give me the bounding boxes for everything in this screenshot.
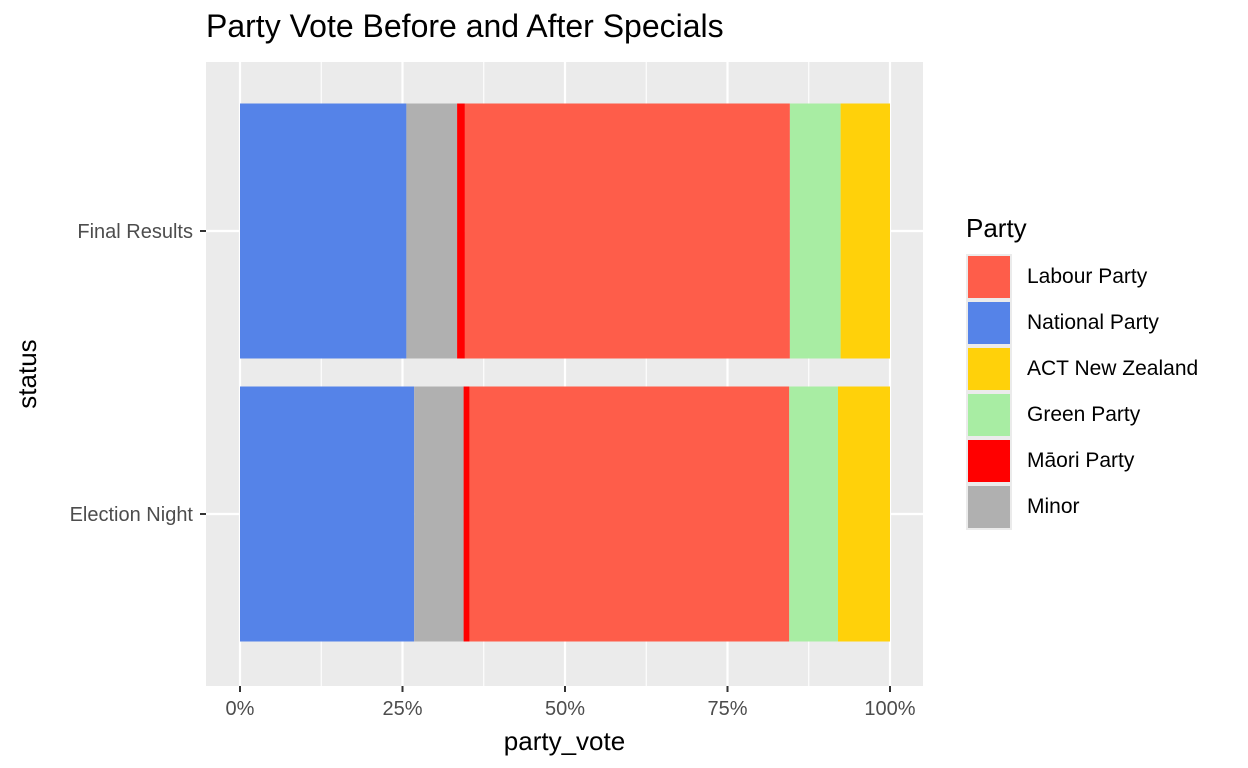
x-tick-label: 25% [382,698,422,720]
legend-key [966,438,1012,484]
legend-items: Labour Party National Party ACT New Zealan… [966,254,1198,530]
legend-item-labour-party: Labour Party [966,254,1147,300]
axes-layer: 0% 25% 50% 75% 100% Final Results Election Nig… [70,221,916,720]
legend-item-national-party: National Party [966,300,1159,346]
legend-label: Māori Party [1027,449,1135,472]
bars-layer [240,103,890,642]
legend-label: Green Party [1027,403,1141,426]
legend-label: Labour Party [1027,265,1148,288]
bar-m-ori-party-election-night [463,386,470,642]
bar-labour-party-final-results [464,103,790,359]
legend-key [966,392,1012,438]
x-tick-label: 50% [545,698,585,720]
legend-label: Minor [1027,495,1080,518]
legend-key [966,300,1012,346]
bar-act-new-zealand-final-results [840,103,890,359]
bar-minor-election-night [414,386,464,642]
bar-green-party-final-results [789,103,841,359]
legend-item-green-party: Green Party [966,392,1140,438]
legend-swatch [968,256,1010,298]
bar-act-new-zealand-election-night [838,386,890,642]
chart-title: Party Vote Before and After Specials [206,8,724,44]
legend-swatch [968,440,1010,482]
legend-item-m-ori-party: Māori Party [966,438,1134,484]
legend-label: ACT New Zealand [1027,357,1199,380]
legend-swatch [968,302,1010,344]
x-tick-label: 0% [226,698,255,720]
bar-minor-final-results [406,103,458,359]
legend-swatch [968,486,1010,528]
legend-label: National Party [1027,311,1159,334]
legend-key [966,254,1012,300]
legend: Party Labour Party National Party ACT New … [966,212,1198,530]
bar-national-party-final-results [240,103,407,359]
legend-title: Party [966,213,1027,243]
bar-national-party-election-night [240,386,415,642]
legend-key [966,346,1012,392]
bar-labour-party-election-night [469,386,790,642]
legend-swatch [968,348,1010,390]
x-tick-label: 100% [864,698,915,720]
y-tick-label: Final Results [77,221,193,243]
bar-m-ori-party-final-results [457,103,465,359]
y-tick-label: Election Night [70,504,194,526]
legend-item-minor: Minor [966,484,1080,530]
legend-item-act-new-zealand: ACT New Zealand [966,346,1198,392]
x-axis-label: party_vote [504,726,625,756]
x-tick-label: 75% [707,698,747,720]
legend-swatch [968,394,1010,436]
legend-key [966,484,1012,530]
bar-green-party-election-night [789,386,838,642]
y-axis-label: status [12,339,42,408]
